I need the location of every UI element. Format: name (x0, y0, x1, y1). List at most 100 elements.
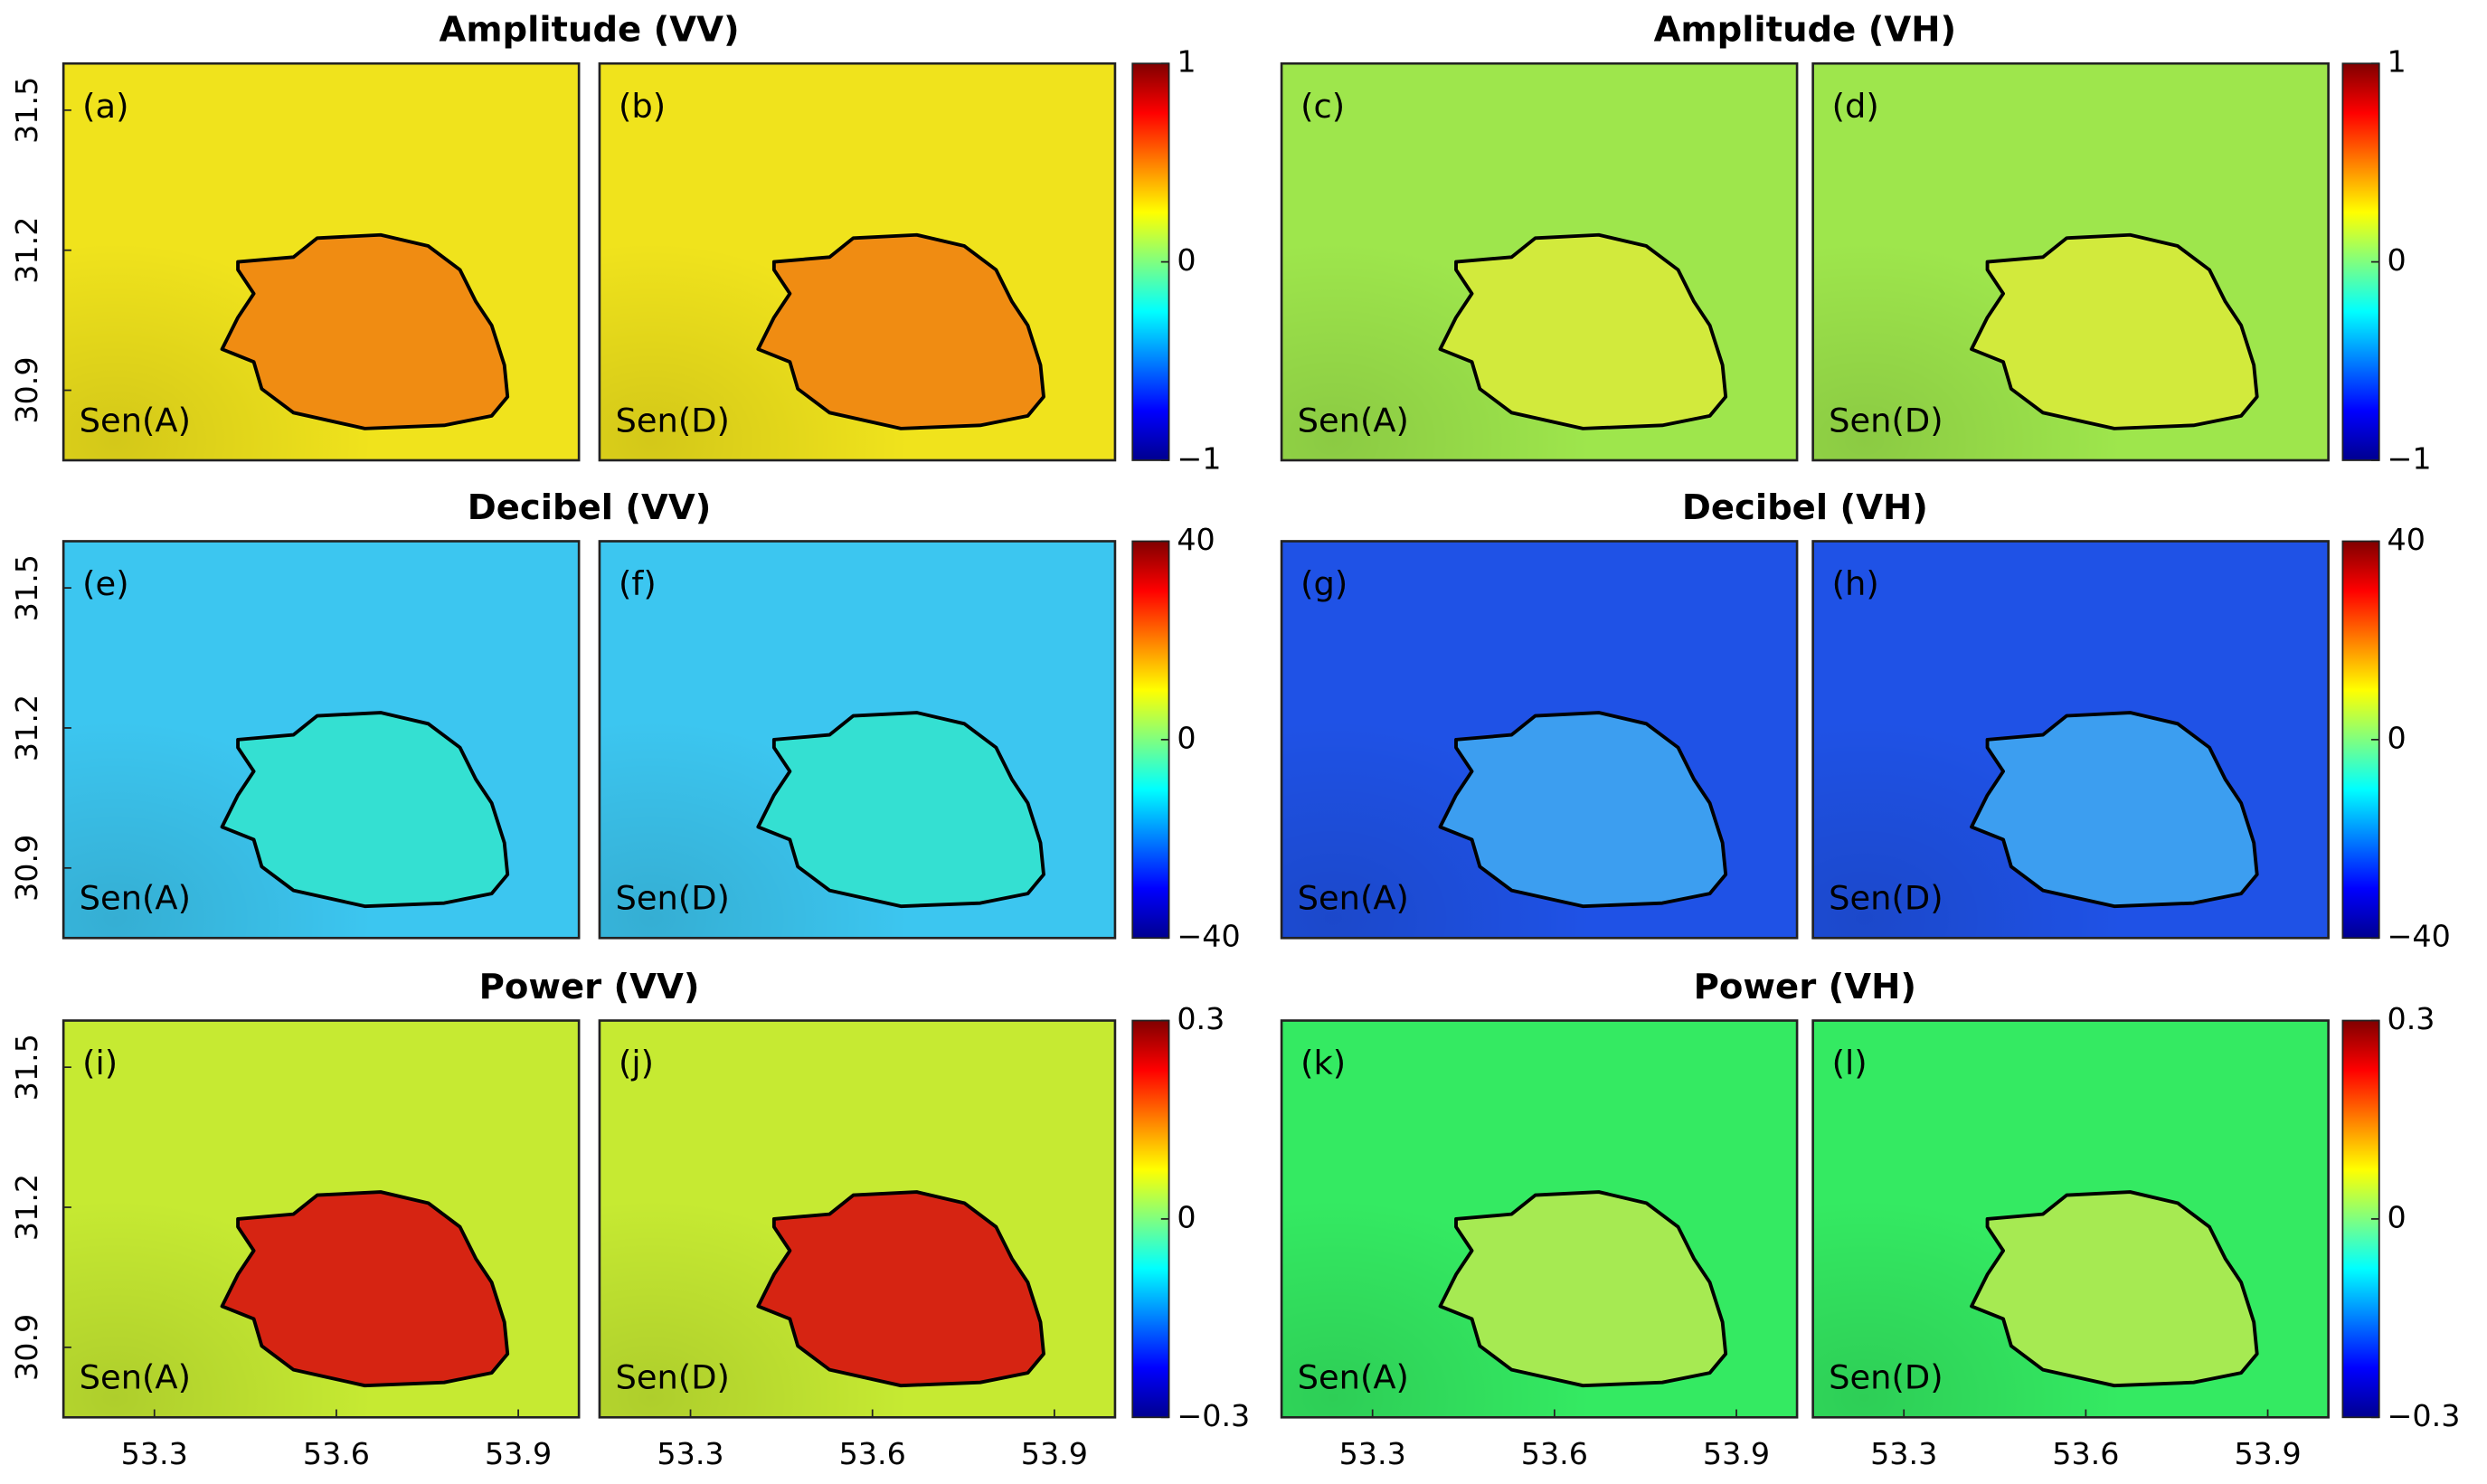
map-frame (61, 540, 581, 940)
lake-fill (222, 234, 508, 429)
sensor-label: Sen(A) (80, 1358, 191, 1397)
panel-label: (d) (1832, 87, 1879, 126)
y-tick-label: 31.2 (9, 695, 44, 761)
y-tick-label: 31.2 (9, 217, 44, 284)
map-frame (598, 540, 1117, 940)
lake-fill (1440, 713, 1726, 907)
sensor-label: Sen(A) (1298, 401, 1409, 440)
group-title: Power (VV) (479, 967, 700, 1007)
map-frame (1811, 540, 2330, 940)
panel-label: (a) (82, 87, 128, 126)
colorbar-tick-label: 1 (2388, 44, 2407, 80)
x-tick-label: 53.3 (121, 1436, 188, 1471)
colorbar-tick-label: 0 (1177, 720, 1196, 755)
map-frame (1811, 1019, 2330, 1419)
panel-label: (h) (1832, 564, 1879, 603)
lake-fill (1972, 234, 2257, 429)
map-frame (1280, 61, 1799, 462)
x-tick-label: 53.9 (485, 1436, 552, 1471)
lake-fill (758, 713, 1045, 907)
colorbar-tick-label: −0.3 (1177, 1398, 1250, 1433)
panel-label: (e) (82, 564, 128, 603)
y-tick-label: 31.2 (9, 1174, 44, 1241)
y-tick-label: 30.9 (9, 356, 44, 423)
lake-outline (1970, 711, 2259, 909)
lake-fill (1440, 234, 1726, 429)
colorbar-tick-label: 0 (1177, 242, 1196, 278)
lake-outline (220, 232, 510, 430)
x-tick-label: 53.6 (1521, 1436, 1588, 1471)
colorbar-tick-label: 0.3 (1177, 1001, 1225, 1036)
sensor-label: Sen(D) (615, 1358, 729, 1397)
sensor-label: Sen(A) (80, 401, 191, 440)
lake-fill (758, 234, 1045, 429)
colorbar-tick-label: −40 (1177, 919, 1240, 954)
sensor-label: Sen(D) (1829, 401, 1943, 440)
map-frame (598, 61, 1117, 462)
lake-outline (756, 1190, 1045, 1388)
group-title: Amplitude (VV) (439, 10, 739, 51)
group-title: Decibel (VV) (468, 487, 712, 528)
panel-label: (c) (1300, 87, 1345, 126)
lake-outline (756, 711, 1045, 909)
lake-outline (1438, 232, 1728, 430)
sensor-label: Sen(A) (80, 879, 191, 918)
colorbar-tick-label: −1 (2388, 440, 2432, 476)
map-frame (598, 1019, 1117, 1419)
lake-outline (1438, 711, 1728, 909)
lake-fill (758, 1192, 1045, 1386)
colorbar-tick-label: 0 (2388, 720, 2407, 755)
y-tick-label: 30.9 (9, 835, 44, 902)
y-tick-label: 31.5 (9, 77, 44, 144)
x-tick-label: 53.9 (2234, 1436, 2301, 1471)
lake-fill (1972, 713, 2257, 907)
map-frame (1280, 1019, 1799, 1419)
panel-label: (b) (619, 87, 666, 126)
panel-label: (j) (619, 1044, 654, 1082)
lake-outline (1970, 1190, 2259, 1388)
colorbar-tick-label: 0 (2388, 242, 2407, 278)
colorbar-tick-label: 0.3 (2388, 1001, 2435, 1036)
sensor-label: Sen(A) (1298, 1358, 1409, 1397)
x-tick-label: 53.6 (839, 1436, 906, 1471)
panel-label: (i) (82, 1044, 118, 1082)
x-tick-label: 53.3 (1339, 1436, 1406, 1471)
lake-fill (222, 1192, 508, 1386)
y-tick-label: 31.5 (9, 1034, 44, 1101)
panel-label: (k) (1300, 1044, 1346, 1082)
map-frame (1280, 540, 1799, 940)
x-tick-label: 53.3 (1870, 1436, 1937, 1471)
x-tick-label: 53.9 (1703, 1436, 1770, 1471)
colorbar-tick-label: 0 (1177, 1199, 1196, 1234)
colorbar-tick-label: 0 (2388, 1199, 2407, 1234)
colorbar-tick-label: −40 (2388, 919, 2451, 954)
sensor-label: Sen(D) (1829, 879, 1943, 918)
colorbar-tick-label: 1 (1177, 44, 1196, 80)
y-tick-label: 31.5 (9, 554, 44, 621)
x-tick-label: 53.6 (303, 1436, 370, 1471)
lake-outline (1970, 232, 2259, 430)
panel-label: (f) (619, 564, 657, 603)
map-frame (1811, 61, 2330, 462)
x-tick-label: 53.9 (1021, 1436, 1088, 1471)
colorbar-tick-label: 40 (2388, 522, 2426, 557)
map-frame (61, 61, 581, 462)
sensor-label: Sen(D) (1829, 1358, 1943, 1397)
group-title: Power (VH) (1694, 967, 1916, 1007)
lake-fill (222, 713, 508, 907)
lake-outline (220, 1190, 510, 1388)
lake-fill (1972, 1192, 2257, 1386)
lake-outline (1438, 1190, 1728, 1388)
colorbar-tick-label: −0.3 (2388, 1398, 2461, 1433)
lake-outline (220, 711, 510, 909)
sensor-label: Sen(A) (1298, 879, 1409, 918)
sensor-label: Sen(D) (615, 401, 729, 440)
colorbar-tick-label: 40 (1177, 522, 1215, 557)
colorbar-tick-label: −1 (1177, 440, 1221, 476)
sensor-label: Sen(D) (615, 879, 729, 918)
x-tick-label: 53.6 (2052, 1436, 2119, 1471)
y-tick-label: 30.9 (9, 1314, 44, 1381)
group-title: Decibel (VH) (1682, 487, 1928, 528)
lake-fill (1440, 1192, 1726, 1386)
